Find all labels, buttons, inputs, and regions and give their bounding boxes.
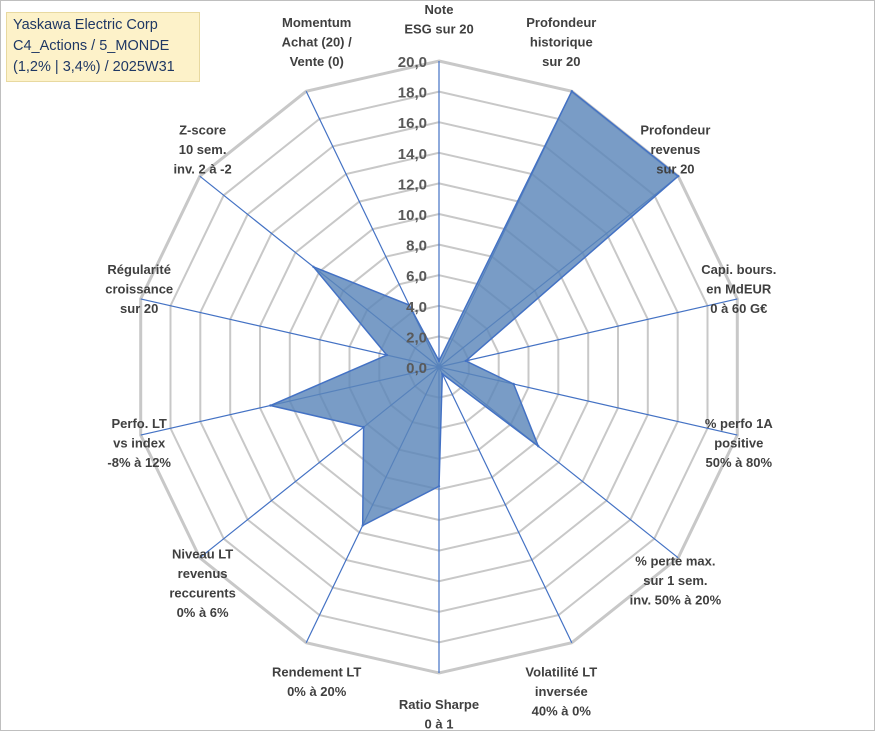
axis-label-11-line-2: vs index bbox=[113, 436, 166, 451]
tick-label-0: 0,0 bbox=[406, 360, 427, 377]
axis-label-13-line-1: Z-score bbox=[179, 123, 226, 138]
axis-label-9-line-1: Rendement LT bbox=[272, 665, 361, 680]
axis-label-11: Perfo. LT vs index -8% à 12% bbox=[107, 416, 171, 470]
axis-label-3-line-3: sur 20 bbox=[656, 162, 694, 177]
tick-label-5: 10,0 bbox=[398, 207, 427, 224]
data-point-11 bbox=[269, 404, 272, 407]
axis-label-9: Rendement LT 0% à 20% bbox=[272, 665, 361, 700]
tick-label-2: 4,0 bbox=[406, 299, 427, 316]
axis-label-11-line-3: -8% à 12% bbox=[107, 455, 171, 470]
axis-label-2-line-3: sur 20 bbox=[542, 54, 580, 69]
axis-label-14-line-3: Vente (0) bbox=[290, 54, 344, 69]
axis-label-14-line-2: Achat (20) / bbox=[282, 35, 352, 50]
axis-label-7: Volatilité LT inversée 40% à 0% bbox=[525, 665, 597, 719]
data-point-8 bbox=[437, 485, 441, 488]
axis-label-12: Régularité croissance sur 20 bbox=[105, 262, 173, 316]
data-point-6 bbox=[537, 445, 540, 448]
data-point-10 bbox=[362, 425, 365, 429]
axis-label-6-line-2: sur 1 sem. bbox=[643, 573, 707, 588]
axis-label-4: Capi. bours. en MdEUR 0 à 60 G€ bbox=[701, 262, 776, 316]
axis-label-2-line-1: Profondeur bbox=[526, 15, 596, 30]
axis-label-9-line-2: 0% à 20% bbox=[287, 684, 347, 699]
axis-label-10-line-3: reccurents bbox=[169, 586, 235, 601]
data-point-14 bbox=[407, 303, 411, 307]
data-point-12 bbox=[385, 353, 388, 357]
chart-title-box: Yaskawa Electric Corp C4_Actions / 5_MON… bbox=[6, 12, 200, 82]
axis-label-12-line-3: sur 20 bbox=[120, 301, 158, 316]
axis-label-5-line-3: 50% à 80% bbox=[706, 455, 773, 470]
axis-label-1-line-1: Note bbox=[425, 2, 454, 17]
axis-label-10-line-4: 0% à 6% bbox=[177, 605, 229, 620]
axis-label-2: Profondeur historique sur 20 bbox=[526, 15, 596, 69]
axis-label-8-line-1: Ratio Sharpe bbox=[399, 697, 479, 712]
tick-label-1: 2,0 bbox=[406, 329, 427, 346]
axis-label-1: Note ESG sur 20 bbox=[404, 2, 473, 37]
axis-label-10-line-2: revenus bbox=[178, 566, 228, 581]
axis-label-2-line-2: historique bbox=[530, 35, 593, 50]
axis-label-6-line-3: inv. 50% à 20% bbox=[630, 592, 722, 607]
tick-label-7: 14,0 bbox=[398, 146, 427, 163]
data-point-13 bbox=[312, 265, 315, 268]
axis-label-4-line-3: 0 à 60 G€ bbox=[710, 301, 767, 316]
axis-label-7-line-2: inversée bbox=[535, 684, 588, 699]
title-line-2: C4_Actions / 5_MONDE bbox=[13, 38, 170, 54]
data-point-7 bbox=[441, 372, 444, 376]
spoke-7 bbox=[438, 366, 573, 643]
axis-label-13: Z-score 10 sem. inv. 2 à -2 bbox=[173, 123, 231, 177]
axis-label-10-line-1: Niveau LT bbox=[172, 547, 233, 562]
axis-label-3-line-1: Profondeur bbox=[640, 123, 710, 138]
tick-label-6: 12,0 bbox=[398, 176, 427, 193]
series-polygon bbox=[268, 90, 680, 527]
axis-label-13-line-3: inv. 2 à -2 bbox=[173, 162, 231, 177]
axis-label-6: % perte max. sur 1 sem. inv. 50% à 20% bbox=[630, 553, 722, 607]
axis-label-14-line-1: Momentum bbox=[282, 15, 351, 30]
axis-label-6-line-1: % perte max. bbox=[635, 553, 715, 568]
data-point-9 bbox=[361, 524, 364, 527]
tick-label-10: 20,0 bbox=[398, 54, 427, 71]
axis-label-12-line-2: croissance bbox=[105, 282, 173, 297]
axis-label-3: Profondeur revenus sur 20 bbox=[640, 123, 710, 177]
axis-label-5-line-1: % perfo 1A bbox=[705, 416, 774, 431]
data-point-5 bbox=[512, 382, 515, 386]
data-point-2 bbox=[570, 90, 573, 93]
axis-label-7-line-1: Volatilité LT bbox=[525, 665, 597, 680]
axis-label-5-line-2: positive bbox=[714, 436, 763, 451]
axis-label-14: Momentum Achat (20) / Vente (0) bbox=[282, 15, 352, 69]
tick-label-8: 16,0 bbox=[398, 115, 427, 132]
axis-label-8-line-2: 0 à 1 bbox=[425, 717, 454, 731]
tick-label-4: 8,0 bbox=[406, 238, 427, 255]
axis-label-8: Ratio Sharpe 0 à 1 bbox=[399, 697, 479, 731]
axis-label-3-line-2: revenus bbox=[650, 142, 700, 157]
axis-label-4-line-1: Capi. bours. bbox=[701, 262, 776, 277]
tick-label-3: 6,0 bbox=[406, 268, 427, 285]
spoke-4 bbox=[438, 298, 738, 368]
axis-label-11-line-1: Perfo. LT bbox=[112, 416, 167, 431]
data-point-3 bbox=[677, 175, 680, 178]
axis-label-1-line-2: ESG sur 20 bbox=[404, 22, 473, 37]
tick-label-9: 18,0 bbox=[398, 85, 427, 102]
axis-label-12-line-1: Régularité bbox=[107, 262, 171, 277]
axis-label-7-line-3: 40% à 0% bbox=[532, 704, 592, 719]
axis-label-4-line-2: en MdEUR bbox=[706, 282, 772, 297]
title-line-1: Yaskawa Electric Corp bbox=[13, 17, 158, 33]
title-line-3: (1,2% | 3,4%) / 2025W31 bbox=[13, 59, 175, 75]
axis-label-5: % perfo 1A positive 50% à 80% bbox=[705, 416, 774, 470]
data-point-4 bbox=[464, 359, 467, 363]
axis-label-10: Niveau LT revenus reccurents 0% à 6% bbox=[169, 547, 235, 621]
axis-label-13-line-2: 10 sem. bbox=[179, 142, 227, 157]
data-point-1 bbox=[437, 359, 441, 363]
